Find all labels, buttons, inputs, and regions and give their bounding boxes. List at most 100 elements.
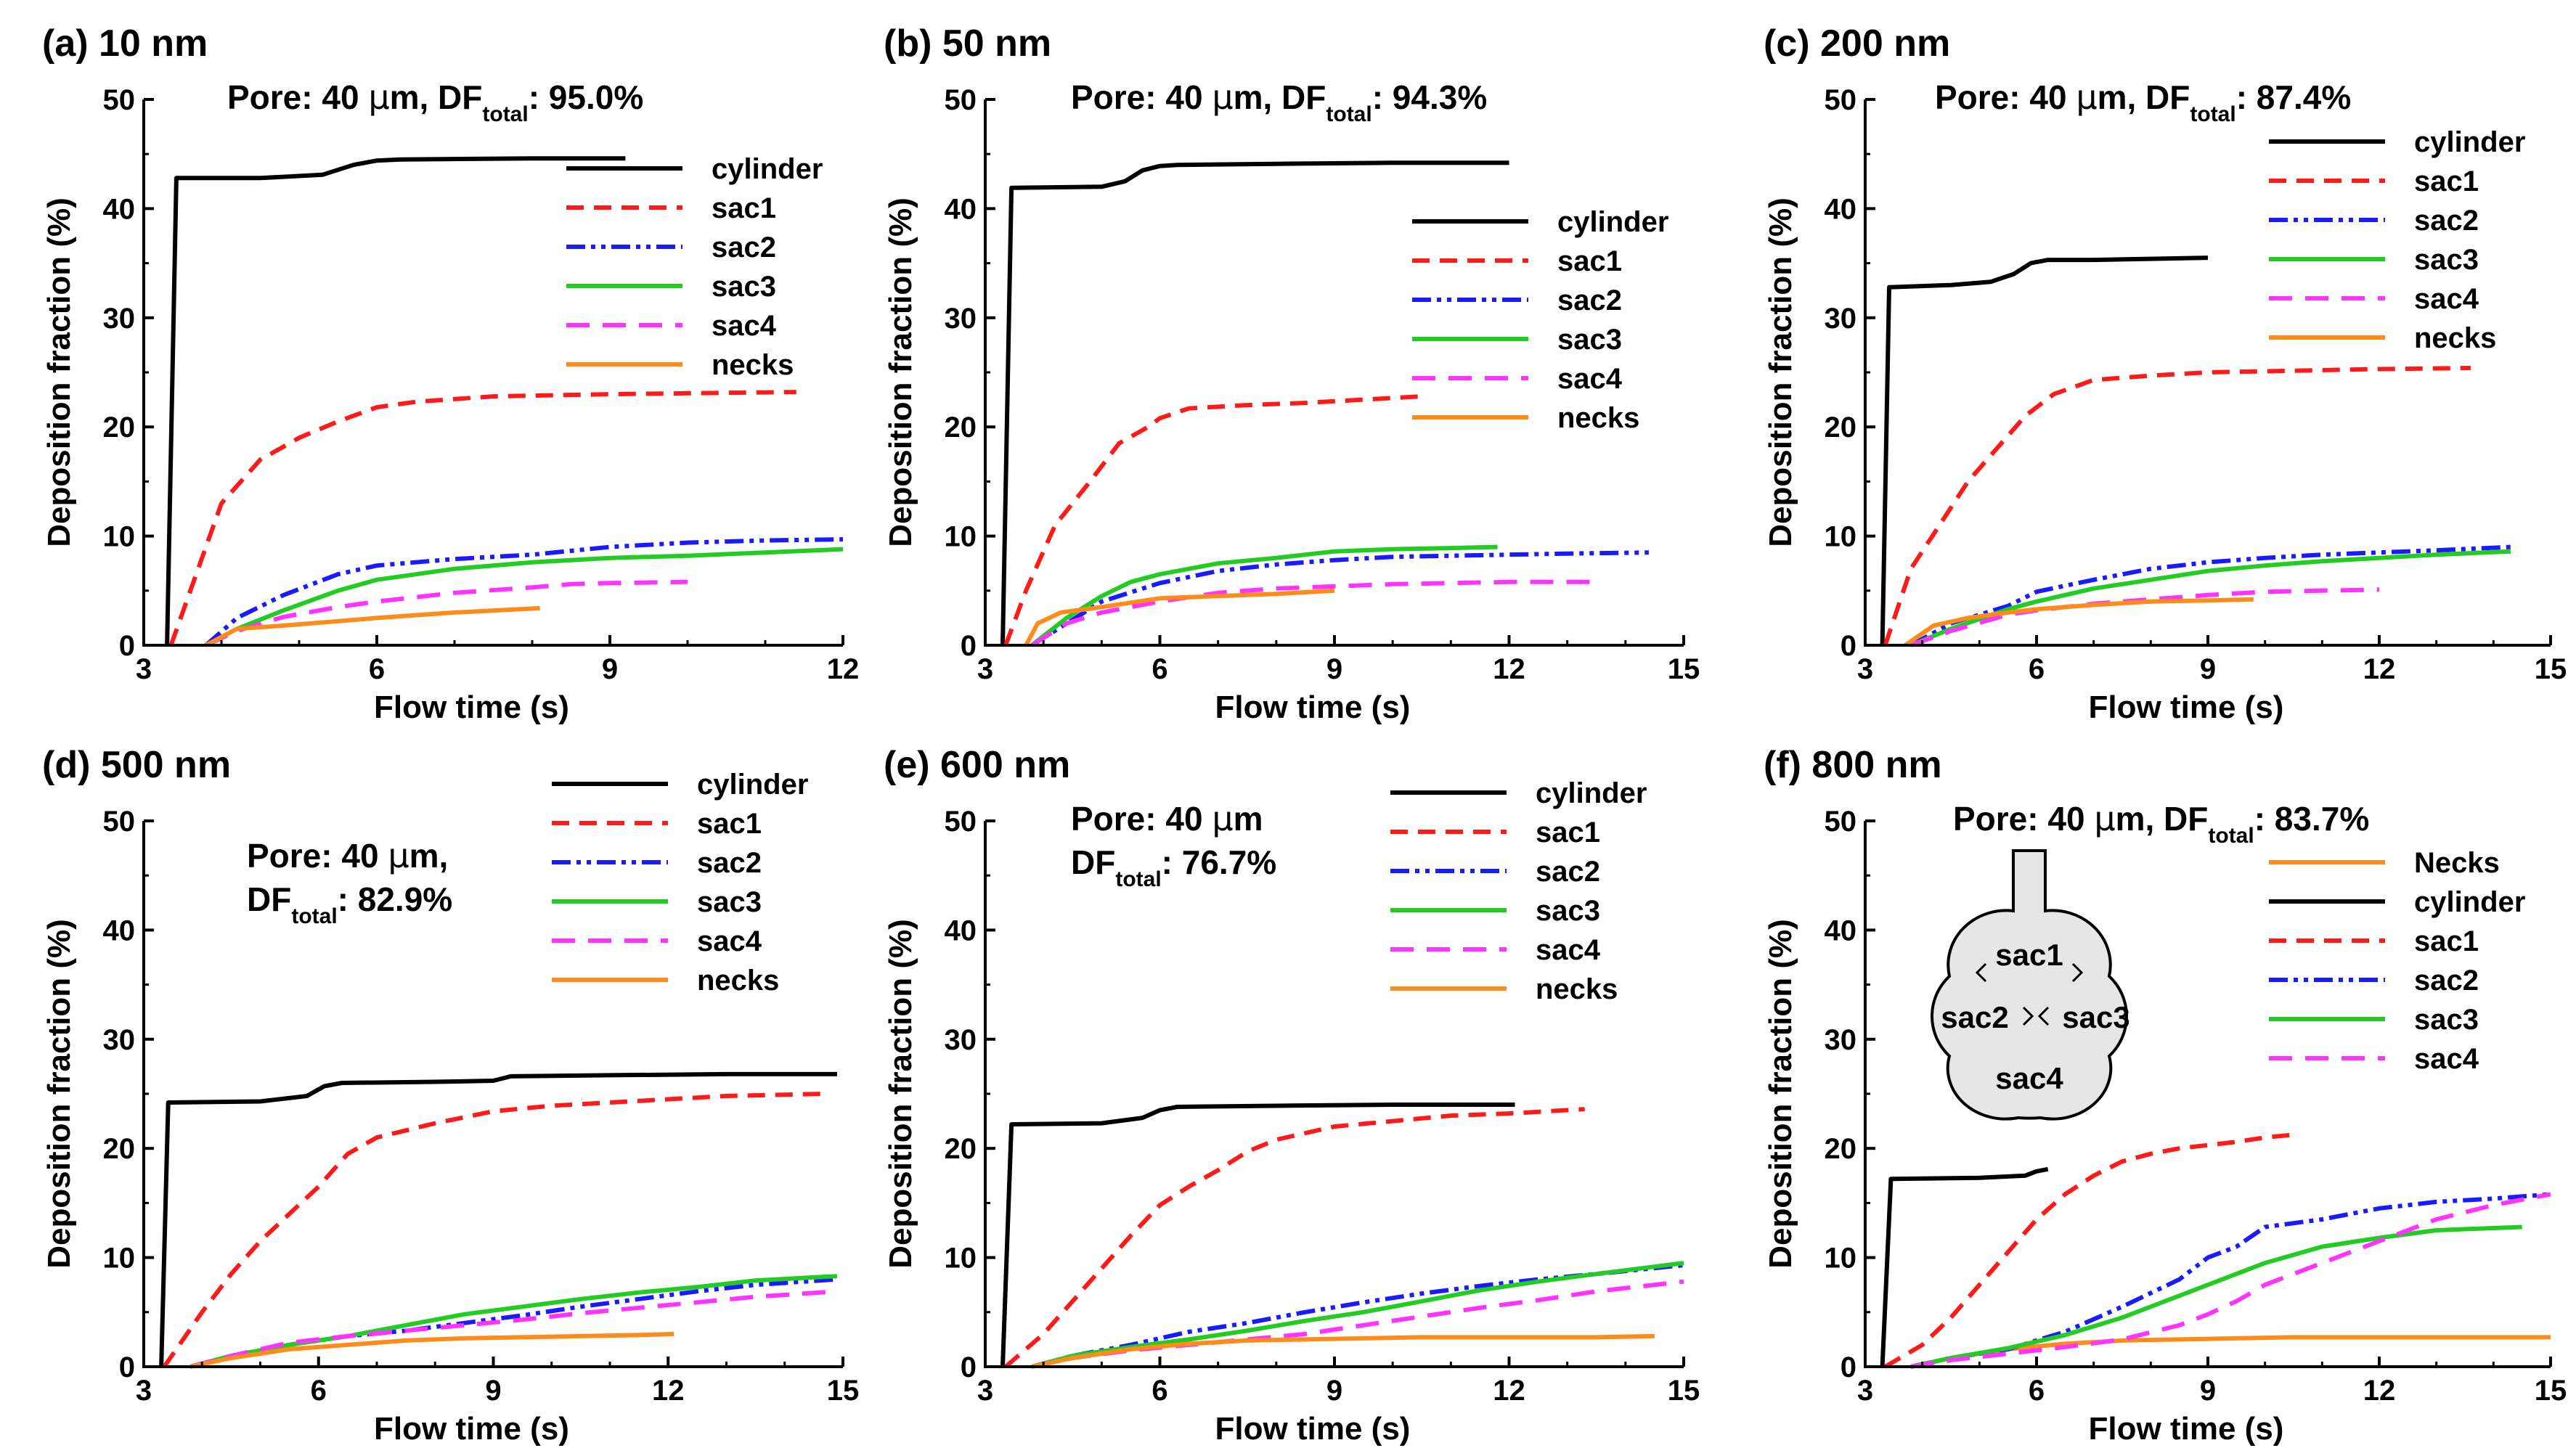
series-line-necks <box>1024 588 1335 647</box>
legend-label-sac1: sac1 <box>2414 925 2479 957</box>
panel-title: (f) 800 nm <box>1764 744 1942 786</box>
legend: cylinder sac1 sac2 sac3 sac4 necks <box>552 769 808 997</box>
panel-a: (a) 10 nm 3 6 9 12 0 10 20 30 40 50 Flow time (s) De… <box>41 23 859 725</box>
annotation-line: DFtotal: 82.9% <box>247 880 452 928</box>
series-line-sac2 <box>1909 544 2511 647</box>
legend-label-cylinder: cylinder <box>1557 206 1668 238</box>
x-tick-label: 12 <box>827 653 860 685</box>
y-tick-label: 40 <box>1825 915 1857 946</box>
x-tick-label: 12 <box>2363 653 2396 685</box>
annotation-line: DFtotal: 76.7% <box>1071 843 1276 891</box>
y-tick-label: 10 <box>103 521 136 553</box>
annotation-line: Pore: 40 μm, DFtotal: 87.4% <box>1935 78 2351 126</box>
y-tick-label: 20 <box>945 412 977 443</box>
series-line-sac3 <box>1910 1224 2522 1369</box>
legend-label-sac3: sac3 <box>1536 895 1600 927</box>
y-axis-label: Deposition fraction (%) <box>883 197 918 547</box>
legend: cylinder sac1 sac2 sac3 sac4 necks <box>566 153 823 381</box>
series-line-necks <box>1910 1335 2551 1369</box>
y-tick-label: 40 <box>945 915 977 946</box>
legend-label-sac2: sac2 <box>2414 205 2479 237</box>
annotation-line: Pore: 40 μm, <box>247 836 448 875</box>
x-tick-label: 9 <box>1326 653 1342 685</box>
legend: cylinder sac1 sac2 sac3 sac4 necks <box>1412 206 1668 434</box>
panel-b: (b) 50 nm 3 6 9 12 15 0 10 20 30 40 50 Flow time (s)… <box>883 23 1700 725</box>
x-tick-label: 6 <box>1152 653 1167 685</box>
y-tick-label: 50 <box>945 84 977 116</box>
y-tick-label: 50 <box>945 806 977 838</box>
series-line-sac2 <box>189 1277 838 1369</box>
subscript: total <box>1115 867 1161 891</box>
y-tick-label: 30 <box>103 1024 136 1056</box>
y-axis-label: Deposition fraction (%) <box>41 919 77 1269</box>
annotation-segment: m <box>1234 800 1263 838</box>
legend-label-sac1: sac1 <box>712 192 776 224</box>
legend-label-sac2: sac2 <box>2414 965 2479 997</box>
legend-label-sac2: sac2 <box>1557 285 1622 316</box>
y-tick-label: 20 <box>103 1133 136 1165</box>
panel-c: (c) 200 nm 3 6 9 12 15 0 10 20 30 40 50 Flow time (s… <box>1763 23 2567 725</box>
y-tick-label: 10 <box>103 1243 136 1275</box>
y-tick-label: 50 <box>1825 806 1857 838</box>
legend-label-necks: necks <box>2414 322 2496 354</box>
y-tick-label: 0 <box>1841 1351 1856 1383</box>
x-tick-label: 6 <box>1152 1375 1167 1407</box>
series-line-cylinder <box>159 1071 837 1367</box>
subscript: total <box>2190 102 2235 126</box>
panel-title: (b) 50 nm <box>884 23 1051 65</box>
panel-e: (e) 600 nm 3 6 9 12 15 0 10 20 30 40 50 Flow time (s… <box>883 744 1700 1447</box>
annotation-segment: m, <box>409 837 449 875</box>
annotation-line: Pore: 40 μm, DFtotal: 94.3% <box>1071 78 1487 126</box>
legend-label-sac1: sac1 <box>1557 245 1622 277</box>
x-tick-label: 9 <box>2200 1375 2216 1407</box>
legend: Necks cylinder sac1 sac2 sac3 sac4 <box>2269 847 2525 1075</box>
series-line-sac1 <box>1003 394 1422 647</box>
y-tick-label: 0 <box>119 630 135 662</box>
annotation-line: Pore: 40 μm, DFtotal: 83.7% <box>1953 799 2369 848</box>
y-tick-label: 50 <box>103 84 136 116</box>
legend-label-sac4: sac4 <box>697 925 762 957</box>
annotation-segment: : 76.7% <box>1162 843 1277 881</box>
annotation-segment: μ <box>1212 799 1233 838</box>
annotation-segment: : 82.9% <box>338 880 453 918</box>
series-line-sac4 <box>1031 1279 1684 1369</box>
legend-label-cylinder: cylinder <box>2414 126 2525 158</box>
legend-label-sac1: sac1 <box>697 808 762 840</box>
x-tick-label: 3 <box>1857 1375 1873 1407</box>
series-line-sac3 <box>1030 544 1498 647</box>
sac4-label: sac4 <box>1995 1061 2063 1095</box>
x-tick-label: 12 <box>1493 653 1525 685</box>
schematic-outline <box>1930 849 2129 1121</box>
legend-label-sac1: sac1 <box>1536 817 1600 848</box>
legend-label-sac3: sac3 <box>1557 324 1622 356</box>
annotation-segment: m, DF <box>1234 78 1326 116</box>
legend-label-necks: Necks <box>2414 847 2500 879</box>
annotation-segment: μ <box>2094 799 2115 838</box>
y-tick-label: 10 <box>945 1243 977 1275</box>
x-tick-label: 9 <box>485 1375 501 1407</box>
annotation-line: Pore: 40 μm <box>1071 799 1263 838</box>
y-tick-label: 10 <box>1825 1243 1857 1275</box>
series-line-sac4 <box>205 579 688 647</box>
series-line-necks <box>205 605 540 647</box>
series-line-sac3 <box>205 547 844 647</box>
annotation-segment: m, DF <box>2098 78 2190 116</box>
legend-label-sac4: sac4 <box>712 310 777 342</box>
annotation-segment: Pore: 40 <box>227 78 368 116</box>
annotation-segment: Pore: 40 <box>1953 800 2094 838</box>
x-tick-label: 15 <box>2535 1375 2567 1407</box>
series-line-sac4 <box>189 1289 838 1369</box>
legend-label-sac4: sac4 <box>2414 1043 2479 1075</box>
x-tick-label: 6 <box>2029 653 2045 685</box>
x-tick-label: 15 <box>1668 1375 1700 1407</box>
y-axis-label: Deposition fraction (%) <box>41 197 77 547</box>
panel-d: (d) 500 nm 3 6 9 12 15 0 10 20 30 40 50 Flow time (s… <box>41 744 859 1447</box>
panel-f: (f) 800 nm 3 6 9 12 15 0 10 20 30 40 50 Flow time (s… <box>1763 744 2567 1447</box>
series-line-cylinder <box>1000 160 1509 646</box>
legend-label-sac4: sac4 <box>1536 934 1601 966</box>
legend-label-cylinder: cylinder <box>712 153 823 185</box>
y-tick-label: 0 <box>961 630 977 662</box>
y-tick-label: 20 <box>1825 412 1857 443</box>
series-line-cylinder <box>1880 1166 2049 1367</box>
y-axis-label: Deposition fraction (%) <box>883 919 918 1269</box>
